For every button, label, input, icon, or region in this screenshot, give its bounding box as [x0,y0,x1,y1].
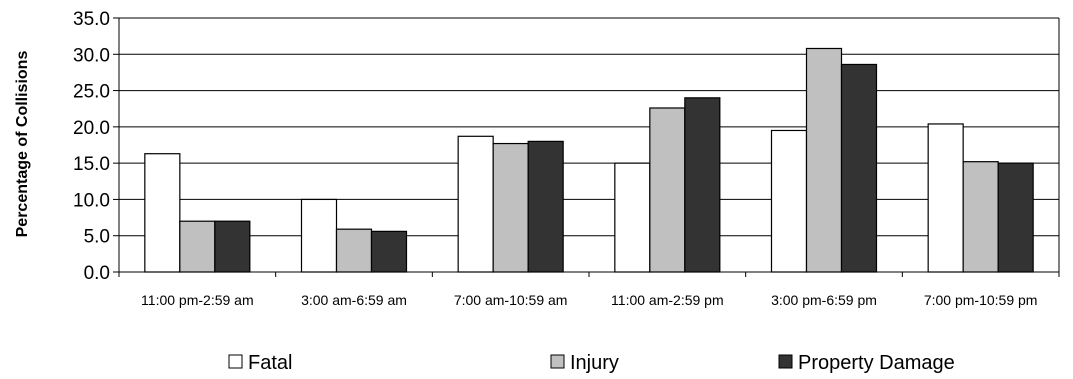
x-tick-labels: 11:00 pm-2:59 am 3:00 am-6:59 am 7:00 am-1… [141,292,1037,308]
bar-property-damage [214,220,251,273]
x-tick-label: 7:00 pm-10:59 pm [924,292,1038,308]
bar-injury [805,47,843,273]
x-tick-label: 3:00 pm-6:59 pm [771,292,877,308]
x-tick-label: 7:00 am-10:59 am [454,292,568,308]
y-tick-label: 35.0 [73,9,110,30]
bar-property-damage [997,162,1034,273]
bar-fatal [927,123,964,273]
bar-fatal [457,135,494,273]
y-axis-label: Percentage of Collisions [14,51,31,238]
y-tick-label: 5.0 [84,227,110,248]
axes-group [113,17,1060,277]
legend-label: Fatal [248,352,292,374]
bar-property-damage [370,230,408,273]
bar-injury [962,161,999,273]
bars-group [144,47,1034,273]
bar-injury [179,220,216,273]
grid-lines [119,17,1059,237]
x-tick-label: 11:00 pm-2:59 am [141,292,254,308]
bar-fatal [300,198,338,273]
legend-swatch [778,354,793,369]
x-tick-label: 11:00 am-2:59 pm [611,292,724,308]
legend-label: Property Damage [798,352,955,374]
bar-injury [492,142,529,273]
y-tick-labels: 0.0 5.0 10.0 15.0 20.0 25.0 30.0 35.0 [73,9,110,284]
bar-property-damage [527,140,564,273]
bar-injury [649,107,686,273]
legend-label: Injury [570,352,619,374]
x-tick-label: 3:00 am-6:59 am [301,292,407,308]
y-tick-label: 10.0 [73,190,110,211]
y-tick-label: 0.0 [84,263,110,284]
y-tick-label: 20.0 [73,118,110,139]
bar-property-damage [684,97,721,273]
legend-swatch [228,354,243,369]
bar-fatal [614,162,651,273]
bar-fatal [144,153,181,273]
y-tick-label: 15.0 [73,154,110,175]
y-tick-label: 25.0 [73,82,110,103]
bar-fatal [770,129,808,273]
bar-property-damage [840,63,878,273]
legend-swatch [550,354,565,369]
legend: Fatal Injury Property Damage [228,352,955,374]
bar-injury [335,228,373,273]
y-tick-label: 30.0 [73,45,110,66]
